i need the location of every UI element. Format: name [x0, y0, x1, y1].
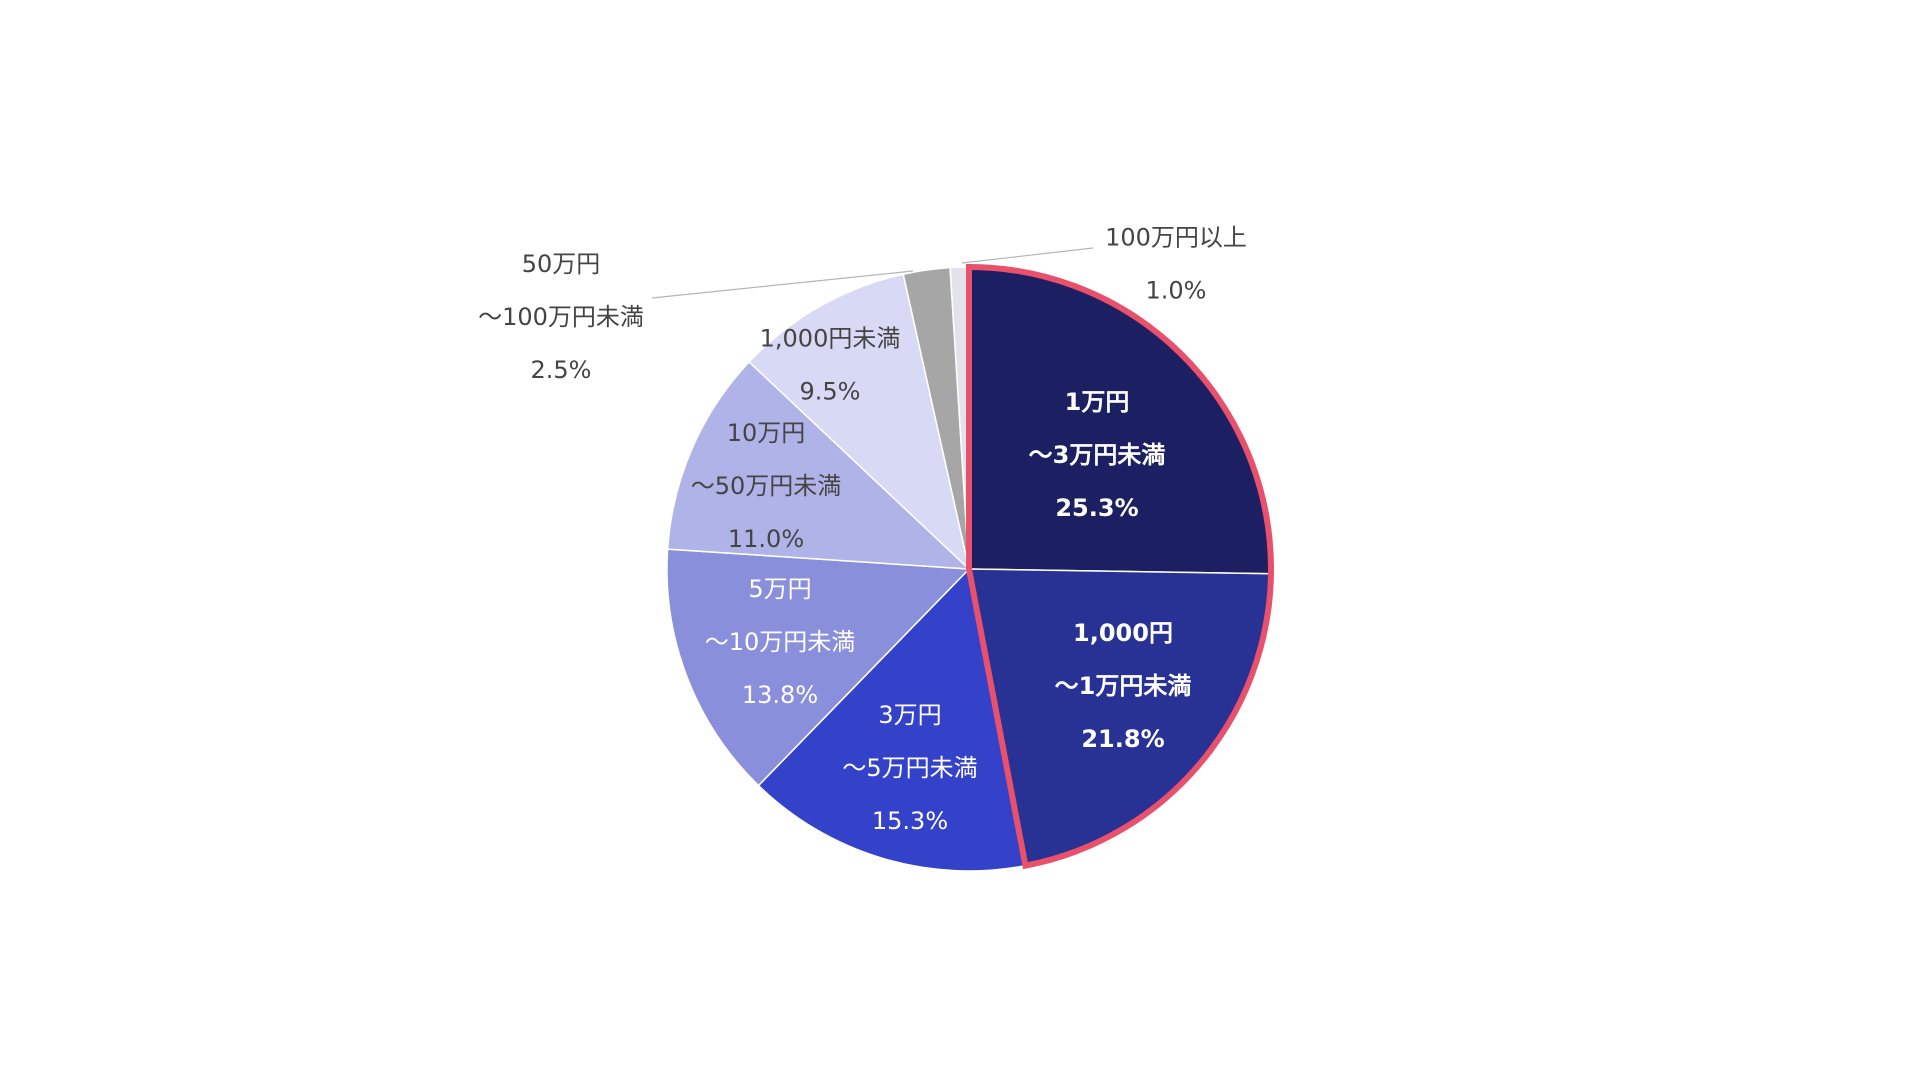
value-label: 13.8%: [742, 681, 818, 709]
value-label: 1.0%: [1146, 277, 1207, 305]
leader-line: [961, 247, 1094, 264]
category-label: 100万円以上: [1105, 224, 1247, 252]
pie-slice: [968, 266, 1272, 575]
value-label: 2.5%: [531, 356, 592, 384]
category-label: 1万円: [1065, 388, 1130, 416]
value-label: 25.3%: [1055, 494, 1138, 522]
category-label: 50万円: [522, 250, 601, 278]
pie-slice: [666, 548, 971, 787]
category-label: ～1万円未満: [1055, 672, 1192, 700]
leader-line: [651, 270, 914, 299]
category-label: ～100万円未満: [478, 303, 644, 331]
value-label: 11.0%: [728, 525, 804, 553]
highlight-outline: [966, 263, 1275, 870]
category-label: 10万円: [727, 419, 806, 447]
value-label: 9.5%: [800, 378, 861, 406]
category-label: 1,000円未満: [760, 325, 901, 353]
category-label: ～10万円未満: [705, 628, 856, 656]
category-label: 1,000円: [1073, 619, 1173, 647]
category-label: ～5万円未満: [842, 754, 977, 782]
category-label: 5万円: [748, 575, 811, 603]
value-label: 15.3%: [872, 807, 948, 835]
pie-slice: [748, 273, 971, 572]
pie-slice: [757, 567, 1027, 872]
pie-slice: [666, 360, 972, 570]
value-label: 21.8%: [1081, 725, 1164, 753]
category-label: 3万円: [878, 701, 941, 729]
category-label: ～50万円未満: [691, 472, 842, 500]
category-label: ～3万円未満: [1029, 441, 1166, 469]
